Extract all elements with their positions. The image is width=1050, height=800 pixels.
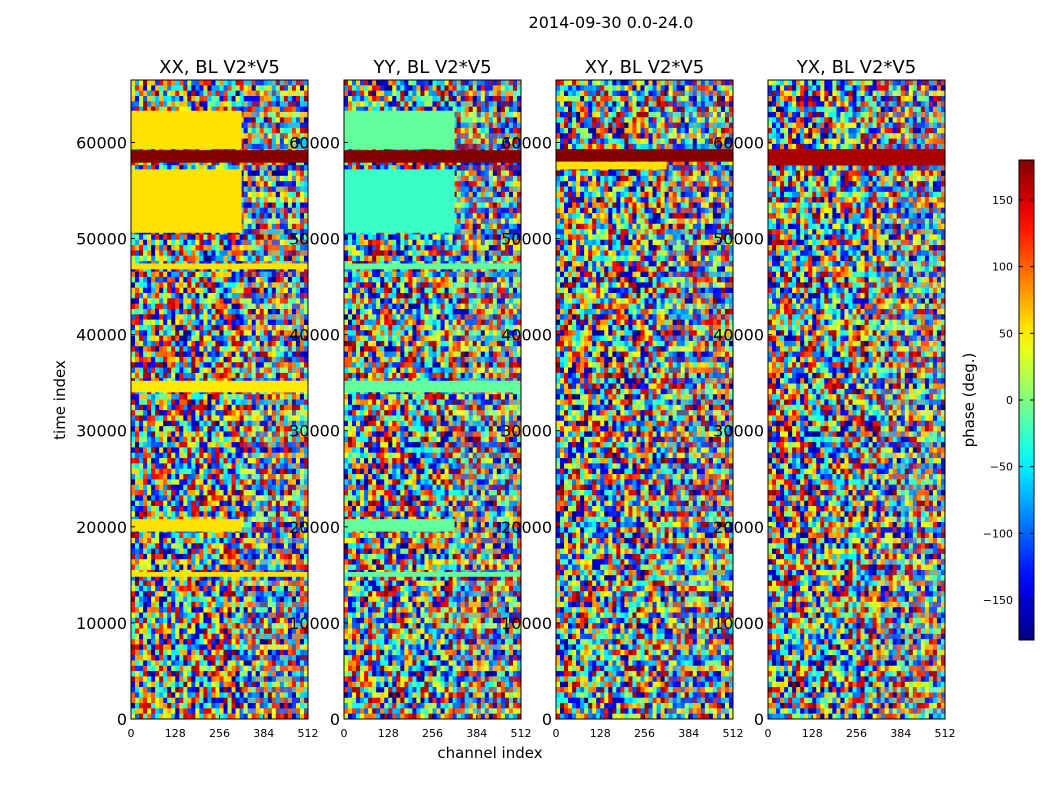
phase-band <box>131 519 242 532</box>
y-tick-label: 40000 <box>501 326 552 345</box>
y-tick-label: 60000 <box>501 133 552 152</box>
phase-band <box>344 571 521 577</box>
colorbar-tick-label: 0 <box>1006 394 1013 407</box>
x-tick-label: 0 <box>765 727 772 740</box>
y-tick-label: 0 <box>754 710 764 729</box>
fringe-stripes <box>241 80 309 714</box>
panel-title: XX, BL V2*V5 <box>159 57 280 78</box>
y-tick-label: 30000 <box>76 422 127 441</box>
y-tick-label: 10000 <box>501 614 552 633</box>
panel: YY, BL V2*V5 0 128 256 384 512 0 10000 20000 3000… <box>289 57 531 740</box>
phase-band <box>131 169 242 233</box>
x-tick-label: 0 <box>341 727 348 740</box>
y-tick-label: 50000 <box>76 230 127 249</box>
phase-band <box>344 150 521 163</box>
x-tick-label: 512 <box>511 727 532 740</box>
x-tick-label: 512 <box>298 727 319 740</box>
y-tick-label: 10000 <box>76 614 127 633</box>
colorbar-tick-label: −100 <box>983 527 1013 540</box>
phase-band <box>131 263 308 270</box>
x-tick-label: 512 <box>935 727 956 740</box>
phase-texture <box>344 80 522 720</box>
panels: XX, BL V2*V5 0 128 256 384 512 0 10000 20000 3000… <box>76 57 955 740</box>
fringe-stripes <box>878 80 946 714</box>
panel: YX, BL V2*V5 0 128 256 384 512 0 10000 20000 3000… <box>713 57 955 740</box>
panel-title: YX, BL V2*V5 <box>796 57 916 78</box>
x-tick-label: 0 <box>553 727 560 740</box>
y-tick-label: 20000 <box>713 518 764 537</box>
x-tick-label: 256 <box>634 727 655 740</box>
y-tick-label: 30000 <box>501 422 552 441</box>
phase-band <box>344 169 455 233</box>
y-axis-label: time index <box>51 360 69 440</box>
phase-band <box>344 380 521 393</box>
phase-texture <box>768 80 946 720</box>
x-tick-label: 256 <box>846 727 867 740</box>
suptitle: 2014-09-30 0.0-24.0 <box>529 13 694 32</box>
phase-band <box>768 149 945 166</box>
x-tick-label: 384 <box>253 727 274 740</box>
phase-band <box>344 263 521 270</box>
y-tick-label: 20000 <box>289 518 340 537</box>
panel-title: YY, BL V2*V5 <box>372 57 491 78</box>
y-tick-label: 0 <box>542 710 552 729</box>
y-tick-label: 10000 <box>289 614 340 633</box>
x-axis-label: channel index <box>437 744 542 762</box>
colorbar-label: phase (deg.) <box>960 353 978 448</box>
colorbar-tick-label: 50 <box>999 327 1013 340</box>
phase-band <box>344 519 455 532</box>
fringe-stripes <box>666 80 734 714</box>
colorbar: 150 100 50 0 −50 −100 −150 <box>983 159 1035 641</box>
phase-band <box>131 380 308 393</box>
panel: XY, BL V2*V5 0 128 256 384 512 0 10000 20000 3000… <box>501 57 743 740</box>
phase-band <box>556 161 667 170</box>
x-tick-label: 256 <box>422 727 443 740</box>
y-tick-label: 50000 <box>289 230 340 249</box>
y-tick-label: 20000 <box>501 518 552 537</box>
y-tick-label: 30000 <box>289 422 340 441</box>
x-tick-label: 256 <box>209 727 230 740</box>
colorbar-tick-label: −150 <box>983 594 1013 607</box>
phase-band <box>131 110 242 150</box>
y-tick-label: 60000 <box>713 133 764 152</box>
y-tick-label: 40000 <box>713 326 764 345</box>
x-tick-label: 384 <box>678 727 699 740</box>
x-tick-label: 128 <box>165 727 186 740</box>
y-tick-label: 50000 <box>713 230 764 249</box>
phase-band <box>344 110 455 150</box>
panel-title: XY, BL V2*V5 <box>585 57 704 78</box>
phase-band <box>131 571 308 577</box>
y-tick-label: 20000 <box>76 518 127 537</box>
y-tick-label: 0 <box>330 710 340 729</box>
y-tick-label: 50000 <box>501 230 552 249</box>
x-tick-label: 384 <box>466 727 487 740</box>
colorbar-tick-label: −50 <box>990 461 1013 474</box>
x-tick-label: 128 <box>378 727 399 740</box>
colorbar-tick-label: 150 <box>992 194 1013 207</box>
x-tick-label: 128 <box>590 727 611 740</box>
y-tick-label: 60000 <box>289 133 340 152</box>
phase-band <box>556 149 733 162</box>
x-tick-label: 0 <box>128 727 135 740</box>
x-tick-label: 384 <box>890 727 911 740</box>
y-tick-label: 0 <box>117 710 127 729</box>
y-tick-label: 30000 <box>713 422 764 441</box>
panel: XX, BL V2*V5 0 128 256 384 512 0 10000 20000 3000… <box>76 57 318 740</box>
y-tick-label: 40000 <box>289 326 340 345</box>
x-tick-label: 128 <box>802 727 823 740</box>
y-tick-label: 60000 <box>76 133 127 152</box>
x-tick-label: 512 <box>723 727 744 740</box>
phase-band <box>131 150 308 163</box>
y-tick-label: 40000 <box>76 326 127 345</box>
y-tick-label: 10000 <box>713 614 764 633</box>
colorbar-tick-label: 100 <box>992 261 1013 274</box>
